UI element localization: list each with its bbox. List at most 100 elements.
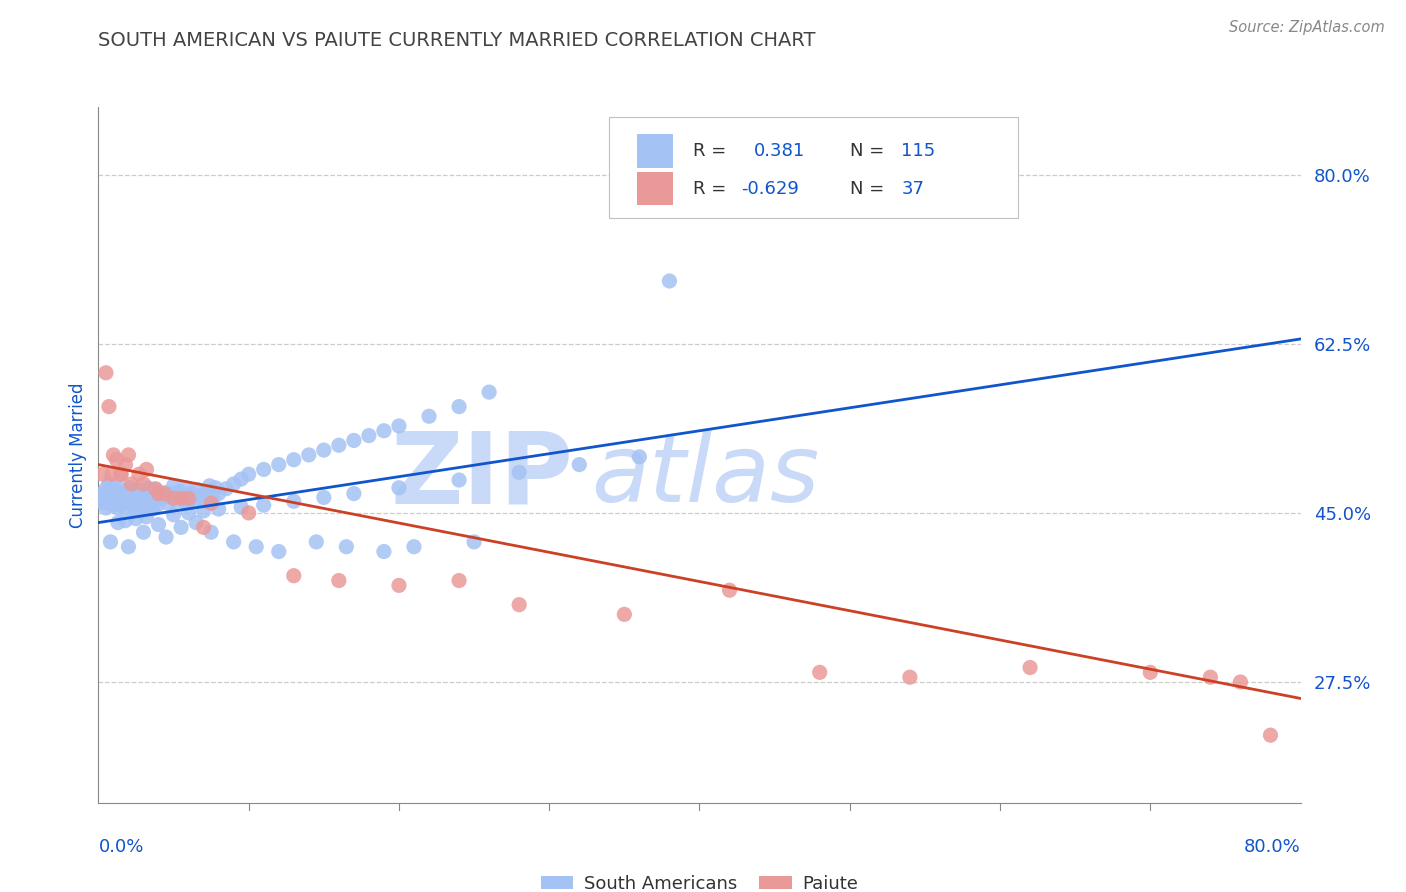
Point	[110, 467, 132, 482]
Point	[253, 462, 276, 476]
Point	[200, 496, 222, 510]
Point	[193, 494, 215, 508]
Point	[118, 481, 141, 495]
Point	[808, 665, 831, 680]
Point	[112, 494, 135, 508]
Point	[114, 484, 136, 499]
Point	[170, 520, 193, 534]
Point	[388, 578, 411, 592]
Point	[193, 504, 215, 518]
Point	[172, 491, 194, 505]
Point	[162, 479, 184, 493]
Point	[162, 491, 184, 506]
Point	[148, 486, 170, 500]
Point	[117, 491, 139, 505]
Point	[150, 491, 173, 506]
Point	[145, 482, 167, 496]
Text: atlas: atlas	[592, 430, 820, 521]
Point	[97, 494, 120, 508]
Point	[141, 502, 163, 516]
Point	[193, 520, 215, 534]
Point	[94, 482, 117, 496]
Point	[1139, 665, 1161, 680]
Point	[139, 486, 162, 500]
Point	[100, 535, 122, 549]
Point	[187, 483, 209, 497]
Point	[145, 483, 167, 497]
Point	[146, 498, 169, 512]
Point	[174, 481, 197, 495]
Point	[128, 498, 150, 512]
Point	[343, 486, 366, 500]
Point	[298, 448, 321, 462]
Point	[1260, 728, 1282, 742]
Legend: South Americans, Paiute: South Americans, Paiute	[533, 868, 866, 892]
Point	[170, 491, 193, 506]
Point	[153, 485, 176, 500]
Point	[402, 540, 425, 554]
Point	[97, 400, 120, 414]
Text: -0.629: -0.629	[741, 179, 800, 198]
Point	[283, 452, 305, 467]
Point	[125, 512, 148, 526]
Point	[388, 481, 411, 495]
Point	[135, 462, 157, 476]
Point	[132, 525, 155, 540]
Point	[162, 508, 184, 522]
Point	[135, 509, 157, 524]
Point	[204, 481, 226, 495]
Point	[121, 477, 143, 491]
Point	[373, 544, 395, 558]
Point	[117, 540, 139, 554]
Point	[96, 489, 118, 503]
Point	[283, 568, 305, 582]
Point	[343, 434, 366, 448]
Point	[110, 482, 132, 496]
Point	[357, 428, 380, 442]
Point	[388, 418, 411, 433]
Text: R =: R =	[693, 142, 727, 160]
Point	[328, 574, 350, 588]
Point	[463, 535, 485, 549]
Text: SOUTH AMERICAN VS PAIUTE CURRENTLY MARRIED CORRELATION CHART: SOUTH AMERICAN VS PAIUTE CURRENTLY MARRI…	[98, 31, 815, 50]
Point	[174, 496, 197, 510]
Point	[177, 491, 200, 506]
Point	[93, 496, 115, 510]
Point	[305, 535, 328, 549]
Point	[132, 484, 155, 499]
Point	[195, 484, 218, 499]
Point	[208, 486, 231, 500]
Point	[101, 498, 124, 512]
Point	[90, 491, 112, 506]
Point	[111, 489, 134, 503]
Text: N =: N =	[849, 142, 884, 160]
Point	[1229, 675, 1251, 690]
Point	[91, 486, 114, 500]
Point	[231, 500, 253, 514]
Point	[238, 467, 260, 482]
Bar	[637, 172, 673, 205]
Point	[177, 506, 200, 520]
Bar	[637, 135, 673, 168]
Point	[208, 502, 231, 516]
Point	[215, 482, 238, 496]
Point	[201, 491, 224, 505]
Point	[184, 516, 207, 530]
Point	[136, 481, 159, 495]
Point	[131, 494, 153, 508]
Text: N =: N =	[849, 179, 884, 198]
Point	[135, 491, 157, 505]
Point	[107, 501, 129, 516]
Point	[222, 535, 245, 549]
Point	[222, 477, 245, 491]
Point	[628, 450, 651, 464]
Point	[103, 491, 125, 505]
Point	[1199, 670, 1222, 684]
Point	[898, 670, 921, 684]
Point	[658, 274, 681, 288]
Point	[129, 489, 152, 503]
Point	[110, 467, 132, 482]
Point	[94, 501, 117, 516]
Point	[312, 491, 335, 505]
Point	[101, 467, 124, 482]
